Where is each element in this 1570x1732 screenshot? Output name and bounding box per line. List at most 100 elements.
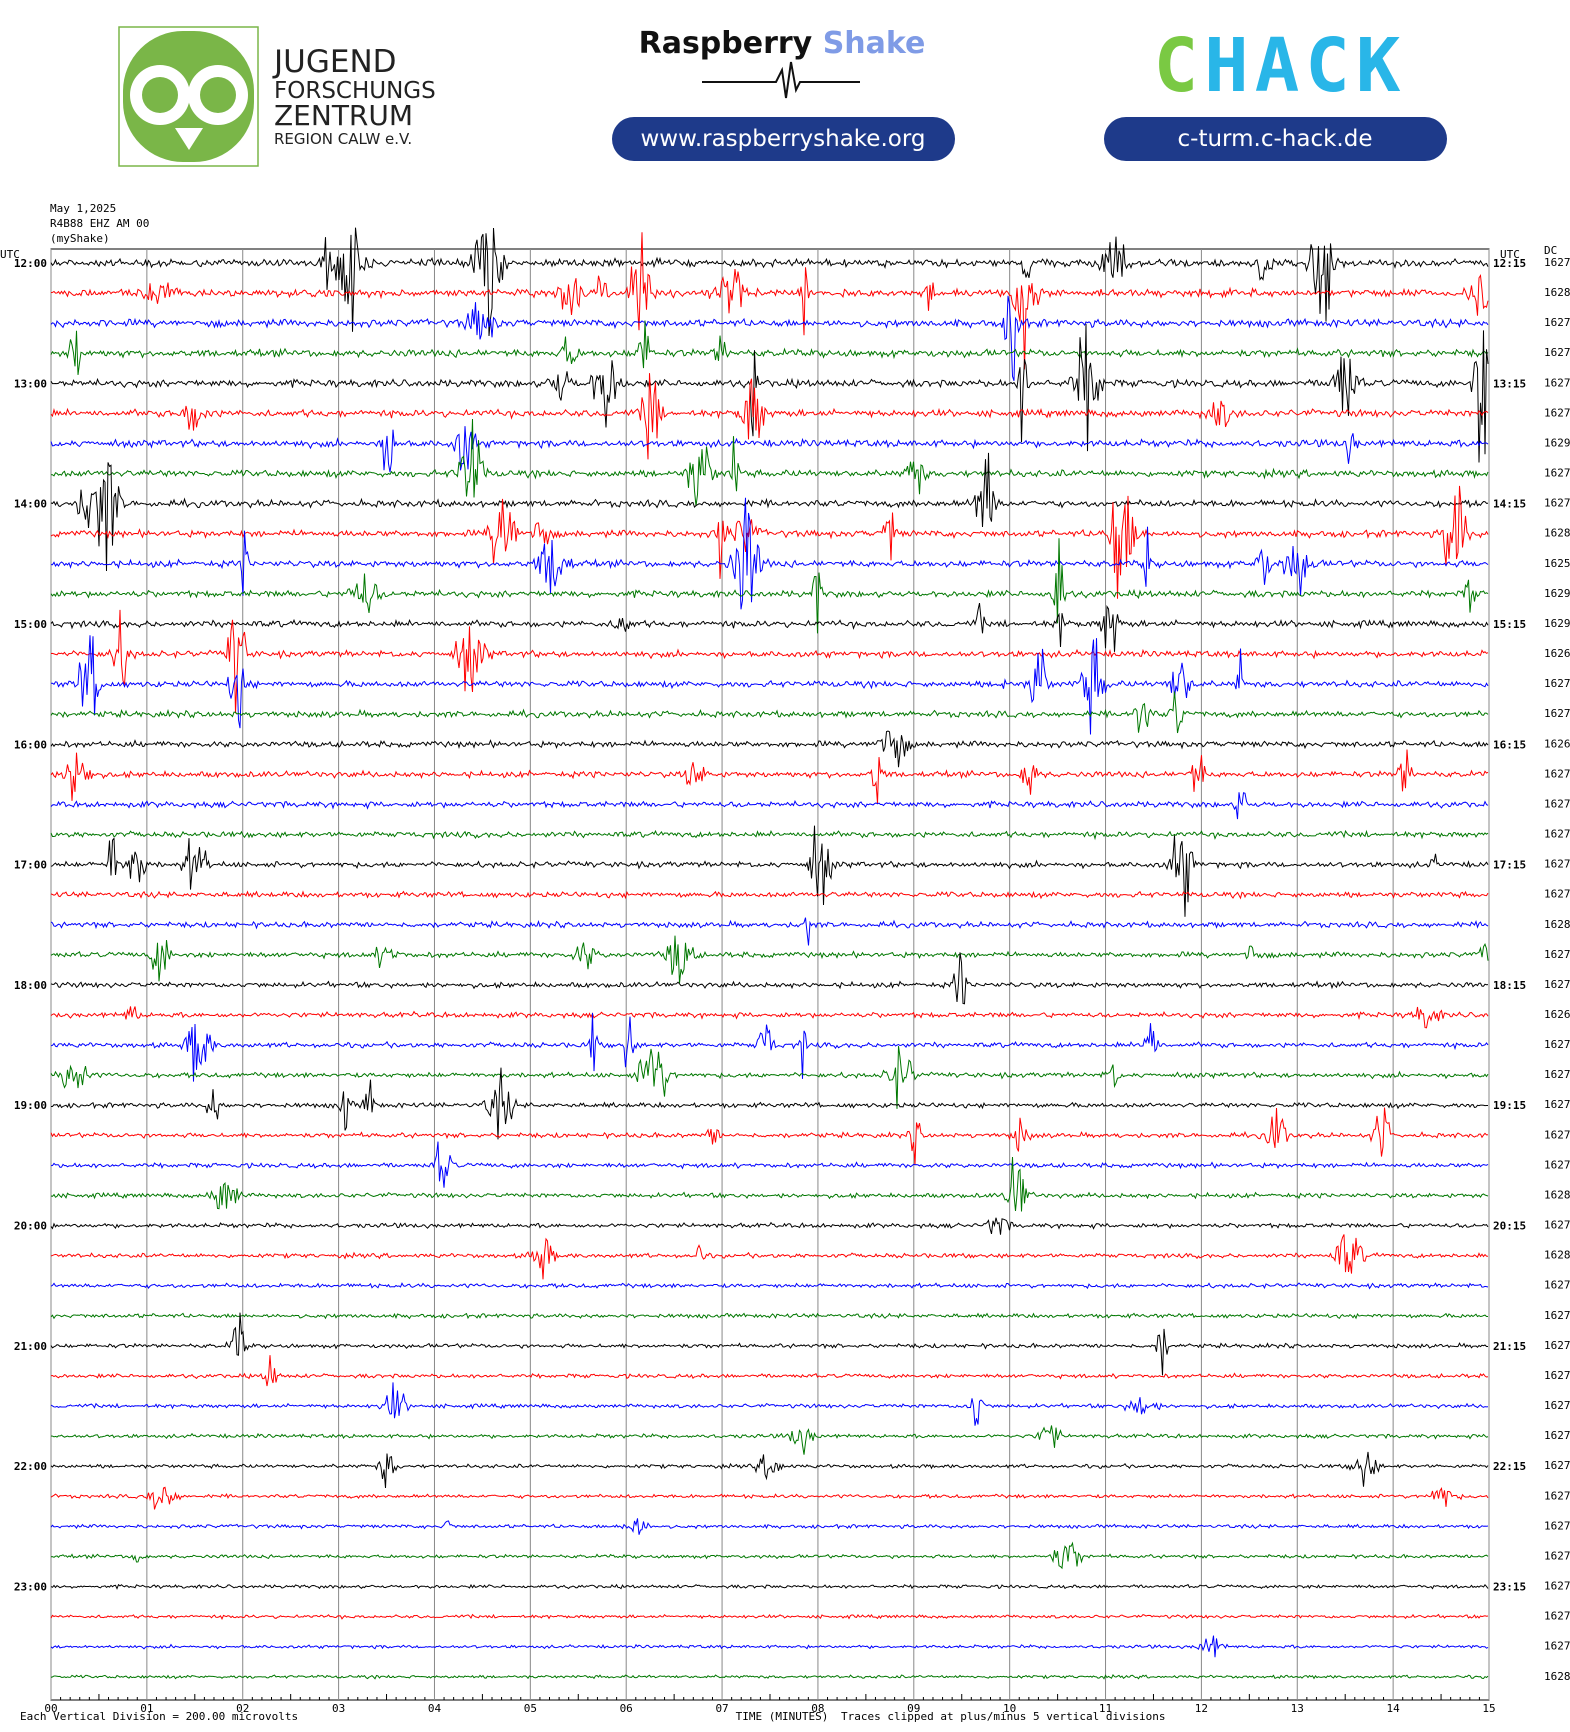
trace [50,227,1489,337]
x-tick-label: 08 [811,1702,824,1715]
x-tick-label: 13 [1291,1702,1304,1715]
url-pill [1104,117,1447,161]
trace [50,1425,1489,1455]
dc-value: 16292 [1544,436,1570,449]
x-tick-label: 14 [1387,1702,1401,1715]
trace [50,952,1489,1005]
trace [50,829,1489,841]
trace [50,825,1489,917]
trace [50,1234,1489,1280]
left-label: UTC [0,248,20,261]
right-time: 15:15 [1493,618,1526,631]
right-time: 18:15 [1493,979,1526,992]
dc-value: 16270 [1544,767,1570,780]
dc-value: 16287 [1544,918,1570,931]
dc-value: 16274 [1544,677,1570,690]
dc-value: 16275 [1544,1519,1570,1532]
trace [50,485,1489,599]
dc-value: 16273 [1544,467,1570,480]
info-line: May 1,2025 [50,202,116,215]
trace [50,323,1489,463]
dc-value: 16277 [1544,1640,1570,1653]
x-tick-label: 02 [236,1702,249,1715]
dc-value: 16267 [1544,737,1570,750]
trace [50,1486,1489,1510]
right-time: 16:15 [1493,738,1526,751]
x-tick-label: 07 [715,1702,728,1715]
right-time: 23:15 [1493,1581,1526,1594]
plot: 00 01 02 03 04 05 06 07 08 09 10 11 12 13 14 15 12:00 12:… [14,227,1570,1715]
dc-value: 16274 [1544,1549,1570,1562]
left-time: 22:00 [14,1460,47,1473]
trace [50,1217,1489,1235]
left-time: 21:00 [14,1340,47,1353]
trace [50,1518,1489,1535]
x-axis-label: TIME (MINUTES) [736,1710,829,1723]
x-tick-label: 10 [1003,1702,1016,1715]
x-tick-label: 04 [428,1702,442,1715]
trace [50,232,1489,370]
org-line: JUGEND [272,44,397,80]
footer-left: Each Vertical Division = 200.00 microvol… [20,1710,298,1723]
dc-value: 16275 [1544,1219,1570,1232]
trace [50,1006,1489,1029]
x-tick-label: 12 [1195,1702,1208,1715]
trace [50,691,1489,734]
right-label: UTC [1500,248,1520,261]
trace [50,295,1489,381]
left-time: 13:00 [14,377,47,390]
org-line: ZENTRUM [274,99,413,132]
trace [50,609,1489,714]
trace [50,320,1489,375]
trace [50,1613,1489,1620]
left-time: 14:00 [14,498,47,511]
x-tick-label: 06 [620,1702,633,1715]
brand-squiggle [702,61,860,99]
left-time: 12:00 [14,257,47,270]
right-time: 19:15 [1493,1099,1526,1112]
trace [50,1012,1489,1082]
chack-logo: CHACK [1154,23,1407,109]
left-time: 15:00 [14,618,47,631]
dc-value: 16274 [1544,1459,1570,1472]
dc-value: 16279 [1544,497,1570,510]
dc-value: 16278 [1544,316,1570,329]
right-time: 13:15 [1493,377,1526,390]
trace [50,1312,1488,1376]
left-time: 23:00 [14,1581,47,1594]
trace [50,635,1489,735]
dc-value: 16277 [1544,707,1570,720]
dc-value: 16264 [1544,1008,1570,1021]
trace [50,538,1489,634]
dc-value: 16279 [1544,948,1570,961]
trace [50,749,1489,804]
x-tick-label: 09 [907,1702,920,1715]
dc-value: 16278 [1544,1489,1570,1502]
dc-value: 16275 [1544,1399,1570,1412]
trace [50,426,1489,473]
dc-value: 16286 [1544,527,1570,540]
right-time: 14:15 [1493,498,1526,511]
trace [50,1382,1489,1426]
trace [50,1673,1489,1680]
x-tick-label: 01 [140,1702,153,1715]
trace [50,1635,1489,1658]
trace [50,497,1489,610]
dc-value: 16270 [1544,828,1570,841]
dc-value: 16277 [1544,1068,1570,1081]
url-left: www.raspberryshake.org [641,126,926,152]
left-time: 16:00 [14,738,47,751]
left-time: 19:00 [14,1099,47,1112]
